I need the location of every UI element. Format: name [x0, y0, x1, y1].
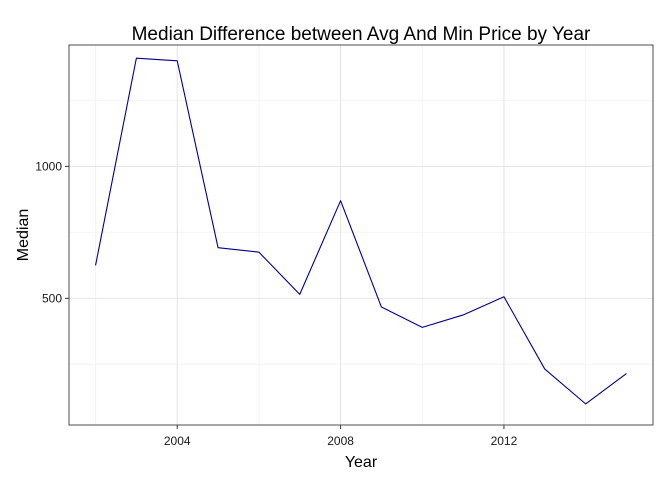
x-tick-label: 2012 — [491, 434, 518, 448]
chart-title: Median Difference between Avg And Min Pr… — [132, 24, 591, 45]
x-tick-label: 2008 — [327, 434, 354, 448]
x-axis-title: Year — [345, 454, 378, 471]
series-line — [95, 57, 627, 405]
axis-ticks: 2004 2008 2012 500 1000 — [35, 159, 517, 448]
y-tick-label: 500 — [42, 291, 62, 305]
plot-panel-border — [68, 44, 654, 426]
grid — [69, 45, 653, 425]
y-tick-label: 1000 — [35, 159, 62, 173]
y-axis-title: Median — [15, 209, 32, 261]
x-tick-label: 2004 — [164, 434, 191, 448]
series-layer — [95, 57, 627, 405]
